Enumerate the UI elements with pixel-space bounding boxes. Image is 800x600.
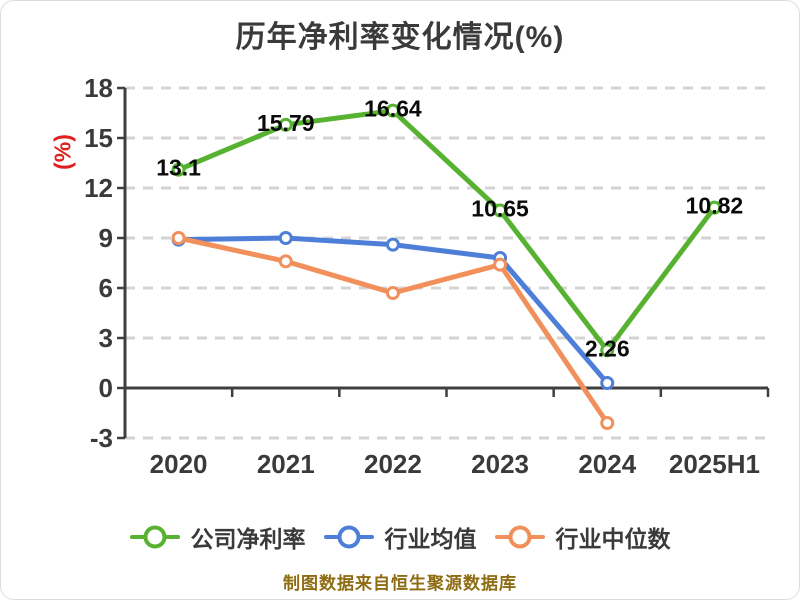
y-tick-label: 18 [84,73,113,103]
legend-label: 行业均值 [384,526,477,552]
data-point [385,237,400,252]
legend-line-dot-icon [494,525,545,549]
data-point [493,257,508,272]
data-point [278,231,293,245]
legend: 公司净利率 行业均值 行业中位数 [0,520,800,554]
data-point [278,254,293,269]
data-point [171,231,186,245]
data-point [600,416,615,430]
y-tick-label: -3 [90,423,113,453]
data-point [707,200,722,215]
x-tick-label: 2022 [364,449,422,479]
y-tick-label: 6 [99,273,113,303]
data-point [600,376,615,390]
x-tick-label: 2023 [471,449,529,479]
data-label: 13.1 [156,155,201,181]
legend-label: 行业中位数 [555,526,671,552]
x-tick-label: 2021 [257,449,315,479]
legend-line-dot-icon [323,525,374,549]
chart-title: 历年净利率变化情况(%) [235,21,565,54]
y-tick-label: 9 [99,223,113,253]
y-tick-label: 12 [84,173,113,203]
legend-item-1[interactable]: 行业均值 [323,520,477,554]
legend-item-2[interactable]: 行业中位数 [494,520,671,554]
series-line-行业均值 [176,235,610,386]
y-tick-label: 0 [99,373,113,403]
data-label: 2.26 [585,335,630,361]
data-label: 15.79 [257,110,315,136]
series-line-公司净利率 [176,108,717,353]
data-point [171,162,186,177]
data-point [493,203,508,218]
legend-dot [337,525,360,549]
data-point [278,117,293,132]
x-tick-label: 2025H1 [669,449,760,479]
y-tick-label: 3 [99,323,113,353]
data-label: 16.64 [364,96,422,122]
data-point [385,103,400,118]
legend-dot [143,525,166,549]
data-source-note: 制图数据来自恒生聚源数据库 [283,574,517,593]
data-point [385,286,400,300]
legend-line-dot-icon [129,525,180,549]
data-point [600,343,615,358]
x-tick-label: 2020 [150,449,208,479]
legend-label: 公司净利率 [190,526,306,552]
data-label: 10.65 [471,196,529,222]
y-tick-label: 15 [84,123,113,153]
data-label: 10.82 [686,193,744,219]
x-tick-label: 2024 [578,449,636,479]
legend-dot [508,525,531,549]
legend-item-0[interactable]: 公司净利率 [129,520,306,554]
